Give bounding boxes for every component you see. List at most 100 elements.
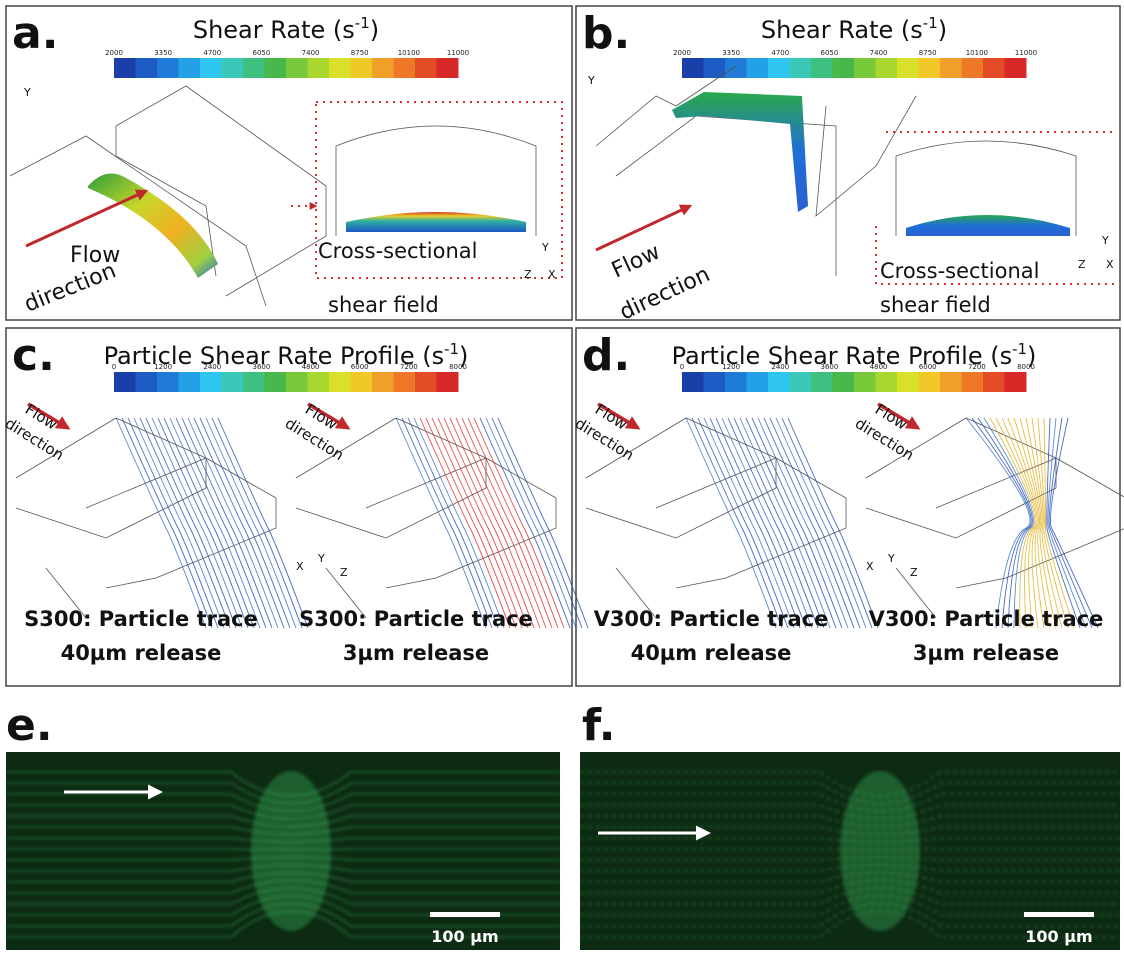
colorbar-cell	[114, 372, 136, 392]
streamline	[1049, 418, 1092, 628]
panel-label: e.	[6, 700, 53, 751]
colorbar-cell	[222, 58, 244, 78]
colorbar-cell	[811, 58, 833, 78]
axis-letter: X	[548, 268, 556, 281]
colorbar-tick-label: 7400	[870, 49, 888, 57]
colorbar-cell	[790, 372, 812, 392]
axis-letter: Y	[887, 552, 895, 565]
colorbar-cell	[725, 372, 747, 392]
caption: 40µm release	[61, 641, 222, 665]
colorbar-cell	[682, 58, 704, 78]
streamline	[716, 418, 806, 628]
colorbar-tick-label: 2400	[771, 363, 789, 371]
colorbar-tick-label: 1200	[154, 363, 172, 371]
streamline	[698, 418, 788, 628]
streamline	[710, 418, 800, 628]
streamline	[1008, 418, 1038, 628]
streamline	[740, 418, 830, 628]
axis-letter: Z	[910, 566, 918, 579]
title-sup: -1	[1012, 340, 1027, 358]
colorbar-cell	[200, 58, 222, 78]
colorbar-tick-label: 3600	[821, 363, 839, 371]
colorbar-cell	[157, 58, 179, 78]
colorbar-tick-label: 4800	[302, 363, 320, 371]
scale-bar-label: 100 µm	[431, 927, 498, 946]
colorbar-tick-label: 4700	[771, 49, 789, 57]
colorbar-cell	[286, 372, 308, 392]
colorbar-cell	[833, 372, 855, 392]
colorbar-cell	[179, 372, 201, 392]
streamline	[752, 418, 842, 628]
streamline	[776, 418, 866, 628]
streamline	[498, 418, 588, 628]
colorbar-cell	[940, 58, 962, 78]
flow-arrow	[26, 191, 146, 246]
streamline	[468, 418, 558, 628]
colorbar-tick-label: 4700	[203, 49, 221, 57]
scale-bar	[1024, 912, 1094, 917]
caption: 3µm release	[913, 641, 1059, 665]
streamline	[212, 418, 302, 628]
axis-letter: Z	[1078, 258, 1086, 271]
streamline	[746, 418, 836, 628]
streamline	[704, 418, 794, 628]
colorbar-tick-label: 10100	[966, 49, 988, 57]
colorbar-tick-label: 2000	[673, 49, 691, 57]
colorbar-cell	[682, 372, 704, 392]
streamline	[444, 418, 534, 628]
streamline	[420, 418, 510, 628]
colorbar-cell	[265, 372, 287, 392]
shear-surface	[672, 92, 808, 212]
axis-letter: Y	[1101, 234, 1109, 247]
colorbar-cell	[897, 372, 919, 392]
axis-letter: Y	[541, 241, 549, 254]
streamline	[1048, 418, 1086, 628]
colorbar-cell	[351, 58, 373, 78]
figure: a.Shear Rate (s-1)2000335047006050740087…	[0, 0, 1124, 956]
streamline	[1047, 418, 1080, 628]
streamline	[462, 418, 552, 628]
axis-letter: X	[1106, 258, 1114, 271]
colorbar-cell	[308, 372, 330, 392]
colorbar-cell	[437, 372, 459, 392]
streamline	[722, 418, 812, 628]
colorbar-tick-label: 7200	[968, 363, 986, 371]
axis-letter: X	[296, 560, 304, 573]
colorbar-tick-label: 8750	[351, 49, 369, 57]
streamline	[734, 418, 824, 628]
panel-title: Shear Rate (s-1)	[193, 14, 379, 44]
caption: S300: Particle trace	[299, 607, 533, 631]
streamline	[764, 418, 854, 628]
panel-label: f.	[582, 700, 615, 751]
glow	[251, 771, 331, 931]
panel-label: c.	[12, 330, 55, 381]
panel-title: Shear Rate (s-1)	[761, 14, 947, 44]
streamline	[200, 418, 290, 628]
colorbar-cell	[983, 372, 1005, 392]
streamline	[782, 418, 872, 628]
streamline	[164, 418, 254, 628]
channel-edge	[10, 136, 266, 306]
streamline	[134, 418, 224, 628]
annotation: Cross-sectional	[318, 239, 477, 263]
colorbar-cell	[747, 372, 769, 392]
panel-label: a.	[12, 8, 58, 59]
colorbar-tick-label: 3350	[154, 49, 172, 57]
title-sup: -1	[355, 14, 370, 32]
colorbar-cell	[854, 58, 876, 78]
caption: 3µm release	[343, 641, 489, 665]
streamline	[456, 418, 546, 628]
colorbar-tick-label: 1200	[722, 363, 740, 371]
panel-label: b.	[582, 8, 630, 59]
streamline	[758, 418, 848, 628]
streamline	[218, 418, 308, 628]
colorbar-cell	[833, 58, 855, 78]
colorbar-cell	[243, 372, 265, 392]
colorbar-cell	[919, 372, 941, 392]
colorbar-cell	[854, 372, 876, 392]
streamline	[474, 418, 564, 628]
colorbar-cell	[1005, 58, 1027, 78]
streamline	[432, 418, 522, 628]
colorbar-cell	[351, 372, 373, 392]
colorbar-tick-label: 11000	[447, 49, 469, 57]
